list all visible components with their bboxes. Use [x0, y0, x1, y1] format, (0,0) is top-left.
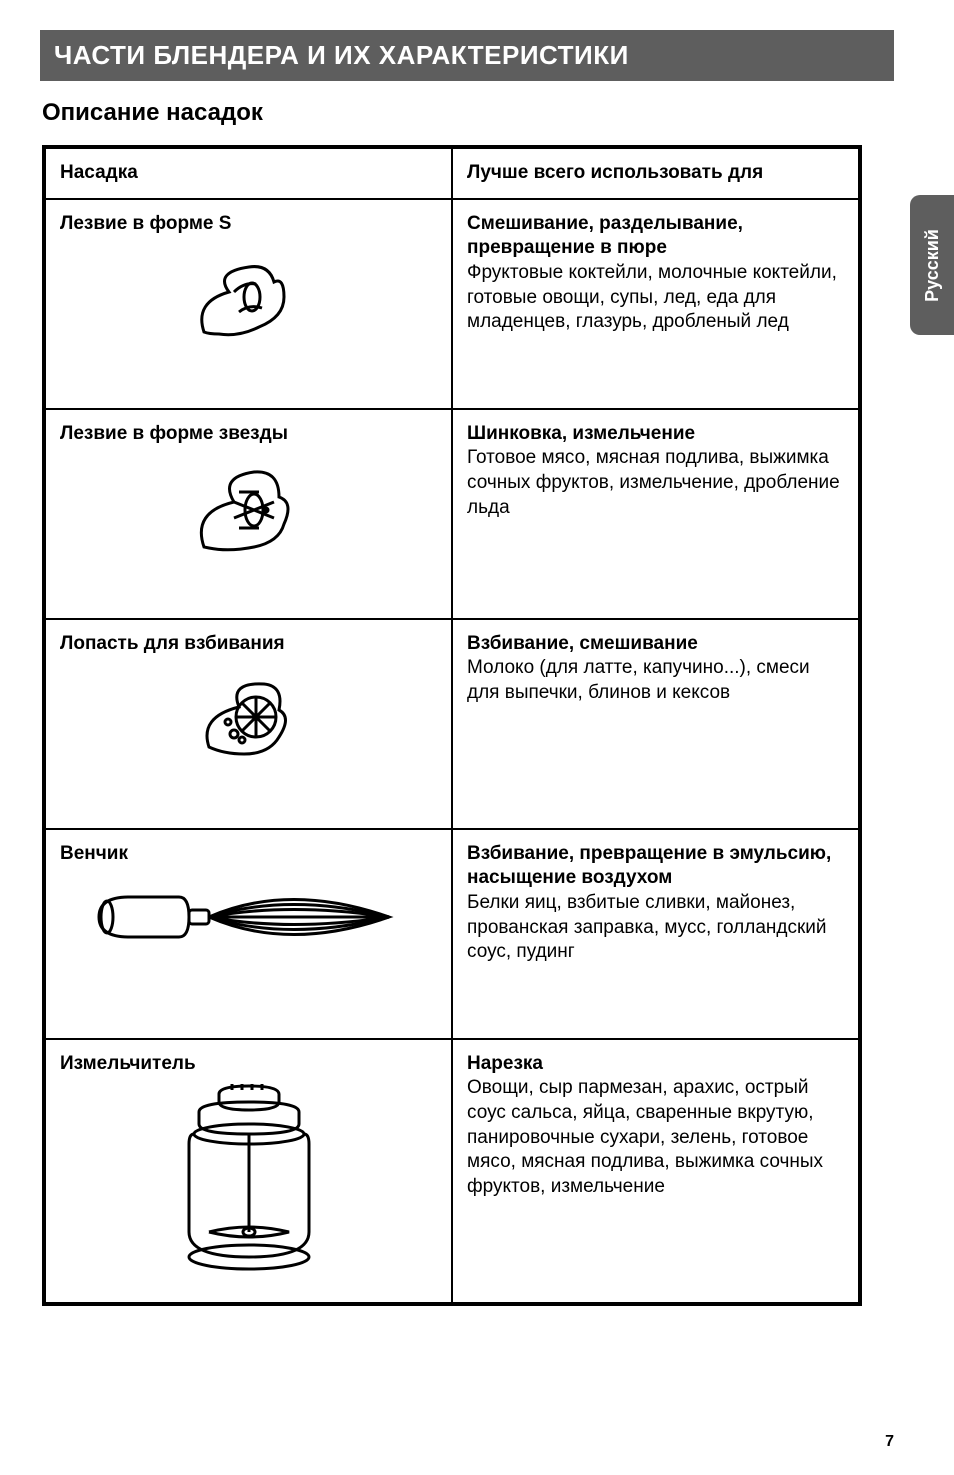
table-header-row: Насадка Лучше всего использовать для [44, 147, 860, 199]
attachment-name: Лопасть для взбивания [60, 632, 437, 657]
attachments-table: Насадка Лучше всего использовать для Лез… [42, 145, 862, 1306]
use-title: Смешивание, разделывание, превращение в … [467, 212, 844, 261]
page: ЧАСТИ БЛЕНДЕРА И ИХ ХАРАКТЕРИСТИКИ Русск… [0, 0, 954, 1475]
star-blade-icon [60, 452, 437, 580]
col-header-use: Лучше всего использовать для [452, 147, 860, 199]
whisk-icon [60, 872, 437, 970]
attachment-cell: Венчик [44, 829, 452, 1039]
attachment-name: Венчик [60, 842, 437, 867]
attachment-cell: Лезвие в форме звезды [44, 409, 452, 619]
use-title: Взбивание, превращение в эмульсию, насыщ… [467, 842, 844, 891]
use-body: Фруктовые коктейли, молочные коктейли, г… [467, 262, 837, 332]
use-cell: Шинковка, измельчение Готовое мясо, мясн… [452, 409, 860, 619]
section-header-bar: ЧАСТИ БЛЕНДЕРА И ИХ ХАРАКТЕРИСТИКИ [40, 30, 894, 81]
attachment-name: Измельчитель [60, 1052, 437, 1077]
frother-icon [60, 662, 437, 780]
page-number: 7 [885, 1433, 894, 1451]
use-body: Овощи, сыр пармезан, арахис, острый соус… [467, 1077, 823, 1197]
use-title: Нарезка [467, 1052, 844, 1077]
s-blade-icon [60, 242, 437, 360]
attachment-name: Лезвие в форме звезды [60, 422, 437, 447]
use-body: Готовое мясо, мясная подлива, выжимка со… [467, 447, 840, 517]
table-row: Лезвие в форме S Смешивани [44, 199, 860, 409]
chopper-icon [60, 1082, 437, 1290]
attachment-cell: Измельчитель [44, 1039, 452, 1304]
attachment-name: Лезвие в форме S [60, 212, 437, 237]
language-label: Русский [922, 229, 943, 302]
use-cell: Нарезка Овощи, сыр пармезан, арахис, ост… [452, 1039, 860, 1304]
language-side-tab: Русский [910, 195, 954, 335]
use-cell: Взбивание, превращение в эмульсию, насыщ… [452, 829, 860, 1039]
table-row: Венчик [44, 829, 860, 1039]
col-header-attachment: Насадка [44, 147, 452, 199]
use-cell: Взбивание, смешивание Молоко (для латте,… [452, 619, 860, 829]
attachment-cell: Лопасть для взбивания [44, 619, 452, 829]
section-header-title: ЧАСТИ БЛЕНДЕРА И ИХ ХАРАКТЕРИСТИКИ [54, 40, 880, 71]
attachment-cell: Лезвие в форме S [44, 199, 452, 409]
subsection-title: Описание насадок [42, 99, 894, 127]
use-body: Белки яиц, взбитые сливки, майонез, пров… [467, 892, 827, 962]
use-title: Шинковка, измельчение [467, 422, 844, 447]
use-cell: Смешивание, разделывание, превращение в … [452, 199, 860, 409]
table-row: Лопасть для взбивания [44, 619, 860, 829]
table-row: Измельчитель [44, 1039, 860, 1304]
table-row: Лезвие в форме звезды [44, 409, 860, 619]
use-body: Молоко (для латте, капучино...), смеси д… [467, 657, 810, 703]
use-title: Взбивание, смешивание [467, 632, 844, 657]
